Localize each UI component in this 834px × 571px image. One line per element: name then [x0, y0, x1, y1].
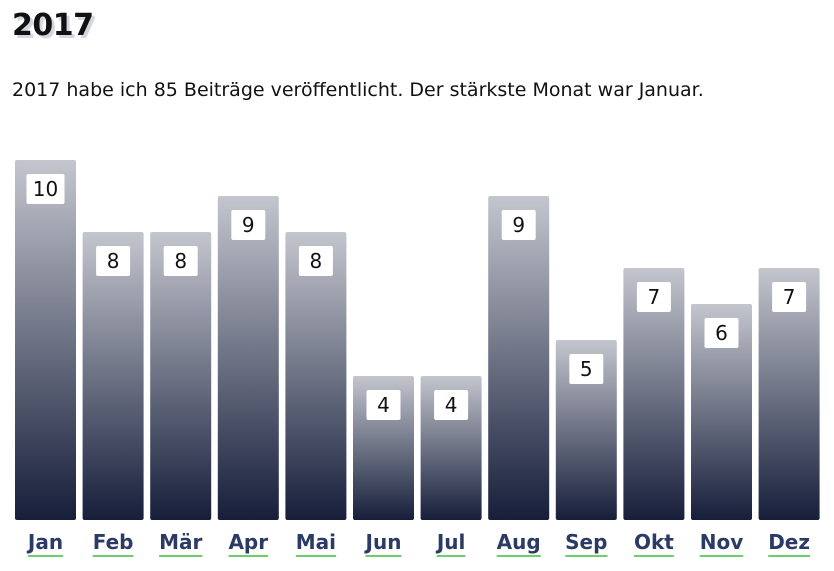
month-link-underline-aug	[496, 555, 541, 557]
value-label-apr: 9	[242, 213, 255, 237]
bar-nov	[691, 304, 752, 520]
month-link-underline-jul	[436, 555, 466, 557]
value-label-mai: 8	[310, 249, 323, 273]
bar-mär	[150, 232, 212, 520]
value-label-box-mai	[298, 246, 333, 276]
value-label-sep: 5	[580, 357, 593, 381]
month-link-jun[interactable]: Jun	[364, 530, 402, 554]
bar-okt	[623, 268, 685, 520]
month-link-underline-okt	[634, 555, 674, 557]
value-label-box-okt	[636, 282, 671, 312]
value-label-feb: 8	[107, 249, 120, 273]
value-label-jan: 10	[33, 177, 58, 201]
month-link-mai[interactable]: Mai	[296, 530, 336, 554]
month-link-jul[interactable]: Jul	[435, 530, 466, 554]
value-label-nov: 6	[715, 321, 728, 345]
value-label-box-apr	[231, 210, 266, 240]
summary-prefix: 2017 habe ich	[12, 79, 154, 101]
month-link-feb[interactable]: Feb	[93, 530, 134, 554]
bar-apr	[217, 196, 279, 520]
month-link-aug[interactable]: Aug	[497, 530, 541, 554]
month-link-underline-jun	[365, 555, 402, 557]
summary-suffix: Beiträge veröffentlicht. Der stärkste Mo…	[177, 79, 704, 101]
value-label-box-mär	[163, 246, 198, 276]
month-link-underline-apr	[228, 555, 269, 557]
value-label-mär: 8	[174, 249, 187, 273]
value-label-box-jan	[26, 174, 65, 204]
month-link-mär[interactable]: Mär	[159, 530, 202, 554]
month-link-dez[interactable]: Dez	[768, 530, 810, 554]
value-label-box-jun	[366, 390, 401, 420]
month-link-underline-mai	[295, 555, 337, 557]
value-label-box-aug	[501, 210, 536, 240]
month-link-underline-nov	[699, 555, 744, 557]
value-label-okt: 7	[648, 285, 661, 309]
bar-jan	[15, 160, 76, 520]
year-summary: 2017 habe ich 85 Beiträge veröffentlicht…	[12, 76, 704, 104]
value-label-jul: 4	[445, 393, 458, 417]
bar-aug	[488, 196, 550, 520]
value-label-box-jul	[434, 390, 469, 420]
value-label-box-sep	[569, 354, 604, 384]
month-link-underline-dez	[768, 555, 810, 557]
value-label-dez: 7	[783, 285, 796, 309]
value-label-aug: 9	[512, 213, 525, 237]
value-label-jun: 4	[377, 393, 390, 417]
bar-dez	[758, 268, 820, 520]
bars-group: 10 Jan 8 Feb 8 Mär 9 Apr 8 Mai 4 Jun 4 Jul 9 Aug 5 Sep 7 Ok…	[15, 160, 820, 557]
month-link-underline-jan	[27, 555, 64, 557]
bar-mai	[285, 232, 347, 520]
value-label-box-dez	[772, 282, 807, 312]
value-label-box-nov	[704, 318, 739, 348]
month-link-okt[interactable]: Okt	[634, 530, 674, 554]
month-link-sep[interactable]: Sep	[565, 530, 607, 554]
month-link-underline-sep	[565, 555, 608, 557]
value-label-box-feb	[96, 246, 131, 276]
month-link-underline-feb	[92, 555, 134, 557]
month-link-jan[interactable]: Jan	[26, 530, 63, 554]
bar-feb	[82, 232, 144, 520]
page-title: 2017	[12, 8, 94, 43]
month-link-underline-mär	[159, 555, 203, 557]
month-link-nov[interactable]: Nov	[700, 530, 744, 554]
month-link-apr[interactable]: Apr	[228, 530, 268, 554]
post-count: 85	[153, 79, 178, 101]
bar-sep	[555, 340, 617, 520]
